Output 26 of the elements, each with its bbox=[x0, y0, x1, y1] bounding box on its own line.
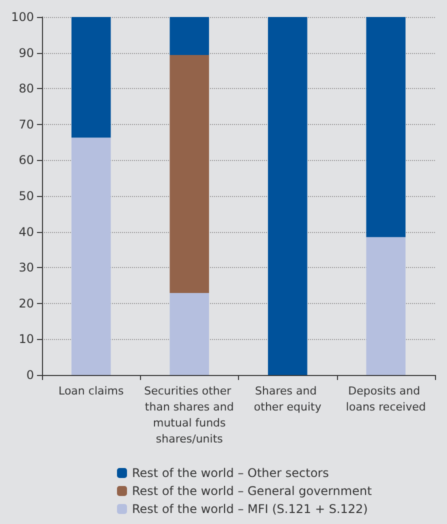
bar bbox=[170, 54, 210, 294]
legend-label: Rest of the world – Other sectors bbox=[132, 466, 329, 480]
y-tick-label: 50 bbox=[18, 189, 34, 203]
y-tick-label: 10 bbox=[18, 332, 34, 346]
bar bbox=[71, 17, 111, 138]
bar bbox=[366, 237, 406, 375]
y-tick-label: 20 bbox=[18, 296, 34, 310]
x-tick-label: Loan claims bbox=[58, 384, 124, 398]
y-tick-label: 30 bbox=[18, 260, 34, 275]
x-tick-label: Securities other than shares and mutual funds shares/units bbox=[144, 384, 235, 446]
bar bbox=[71, 138, 111, 375]
y-tick-label: 0 bbox=[26, 368, 34, 382]
x-tick-label: Shares and other equity bbox=[254, 384, 322, 414]
bar bbox=[366, 17, 406, 238]
legend-label: Rest of the world – MFI (S.121 + S.122) bbox=[132, 502, 368, 516]
y-tick-label: 80 bbox=[18, 82, 34, 96]
bar bbox=[170, 17, 210, 55]
y-tick-label: 90 bbox=[18, 46, 34, 60]
y-tick-label: 100 bbox=[11, 10, 34, 24]
bar bbox=[170, 293, 210, 375]
y-tick-label: 70 bbox=[18, 117, 34, 132]
bar bbox=[268, 17, 308, 375]
y-tick-label: 40 bbox=[18, 224, 34, 239]
legend-label: Rest of the world – General government bbox=[132, 484, 372, 498]
y-tick-label: 60 bbox=[18, 153, 34, 168]
x-tick-label: Deposits and loans received bbox=[346, 384, 426, 414]
